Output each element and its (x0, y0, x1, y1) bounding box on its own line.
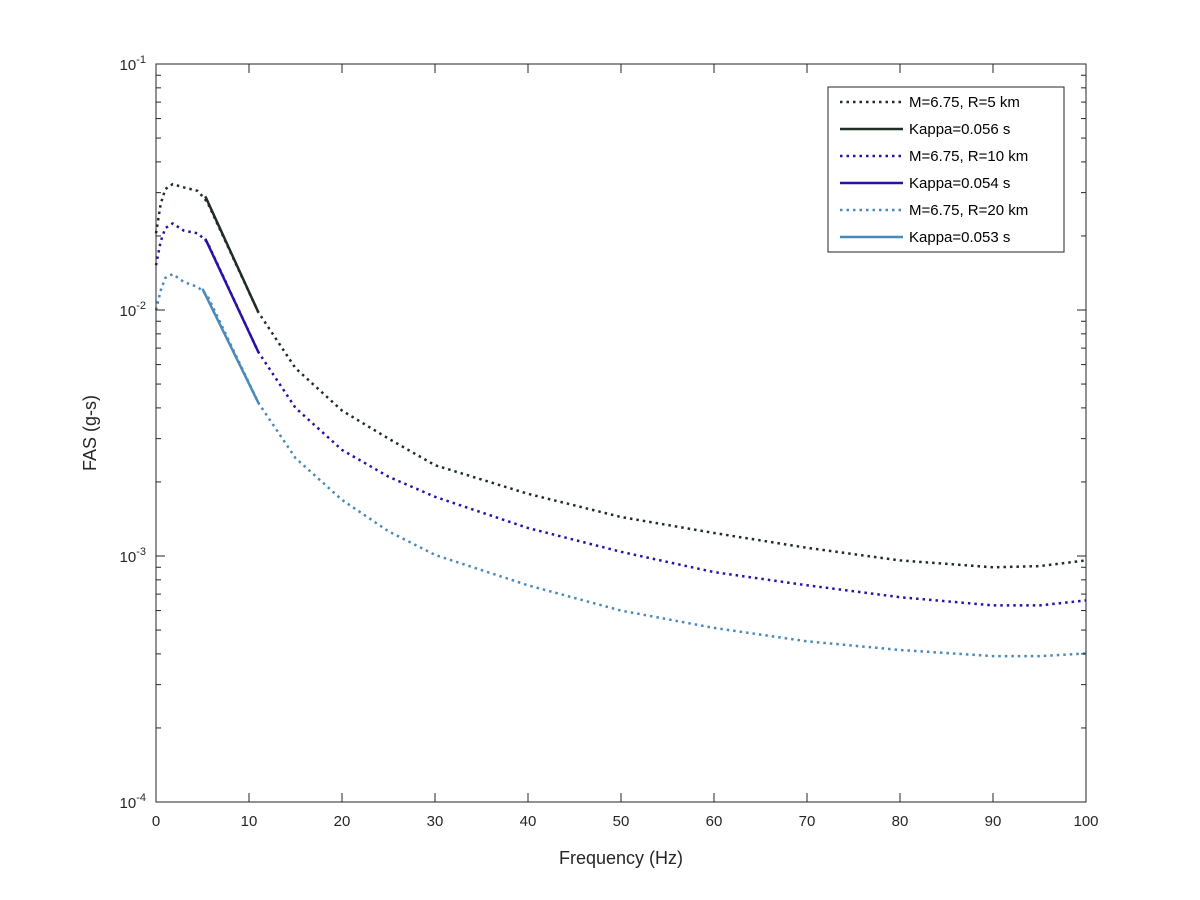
legend-label: Kappa=0.053 s (909, 229, 1010, 246)
y-tick-label: 10-3 (120, 546, 146, 566)
legend-label: M=6.75, R=10 km (909, 148, 1028, 165)
x-axis-label: Frequency (Hz) (559, 848, 683, 868)
series-line-4 (204, 238, 260, 353)
series-line-5 (154, 272, 1087, 658)
legend-label: Kappa=0.056 s (909, 121, 1010, 138)
x-tick-label: 100 (1073, 813, 1098, 830)
x-tick-label: 60 (706, 813, 723, 830)
series-lines (154, 182, 1087, 658)
x-tick-label: 50 (613, 813, 630, 830)
series-line-3 (154, 222, 1087, 607)
series-line-2 (204, 195, 260, 313)
y-tick-label: 10-4 (120, 792, 146, 812)
series-line-6 (201, 288, 260, 404)
x-tick-label: 20 (334, 813, 351, 830)
x-tick-label: 40 (520, 813, 537, 830)
x-tick-label: 30 (427, 813, 444, 830)
legend-label: M=6.75, R=20 km (909, 202, 1028, 219)
axis-ticks: 0 10 20 30 40 50 60 70 80 90 100 10-4 10-3 10-2 10-1 (120, 54, 1099, 830)
legend-label: M=6.75, R=5 km (909, 94, 1020, 111)
y-axis-label: FAS (g-s) (80, 395, 100, 471)
x-tick-label: 70 (799, 813, 816, 830)
y-tick-label: 10-1 (120, 54, 146, 74)
x-tick-label: 90 (985, 813, 1002, 830)
legend: M=6.75, R=5 km Kappa=0.056 s M=6.75, R=10 … (827, 86, 1065, 253)
x-tick-label: 0 (152, 813, 160, 830)
x-tick-label: 80 (892, 813, 909, 830)
y-tick-label: 10-2 (120, 300, 146, 320)
legend-box (827, 86, 1065, 253)
legend-label: Kappa=0.054 s (909, 175, 1010, 192)
x-tick-label: 10 (241, 813, 258, 830)
